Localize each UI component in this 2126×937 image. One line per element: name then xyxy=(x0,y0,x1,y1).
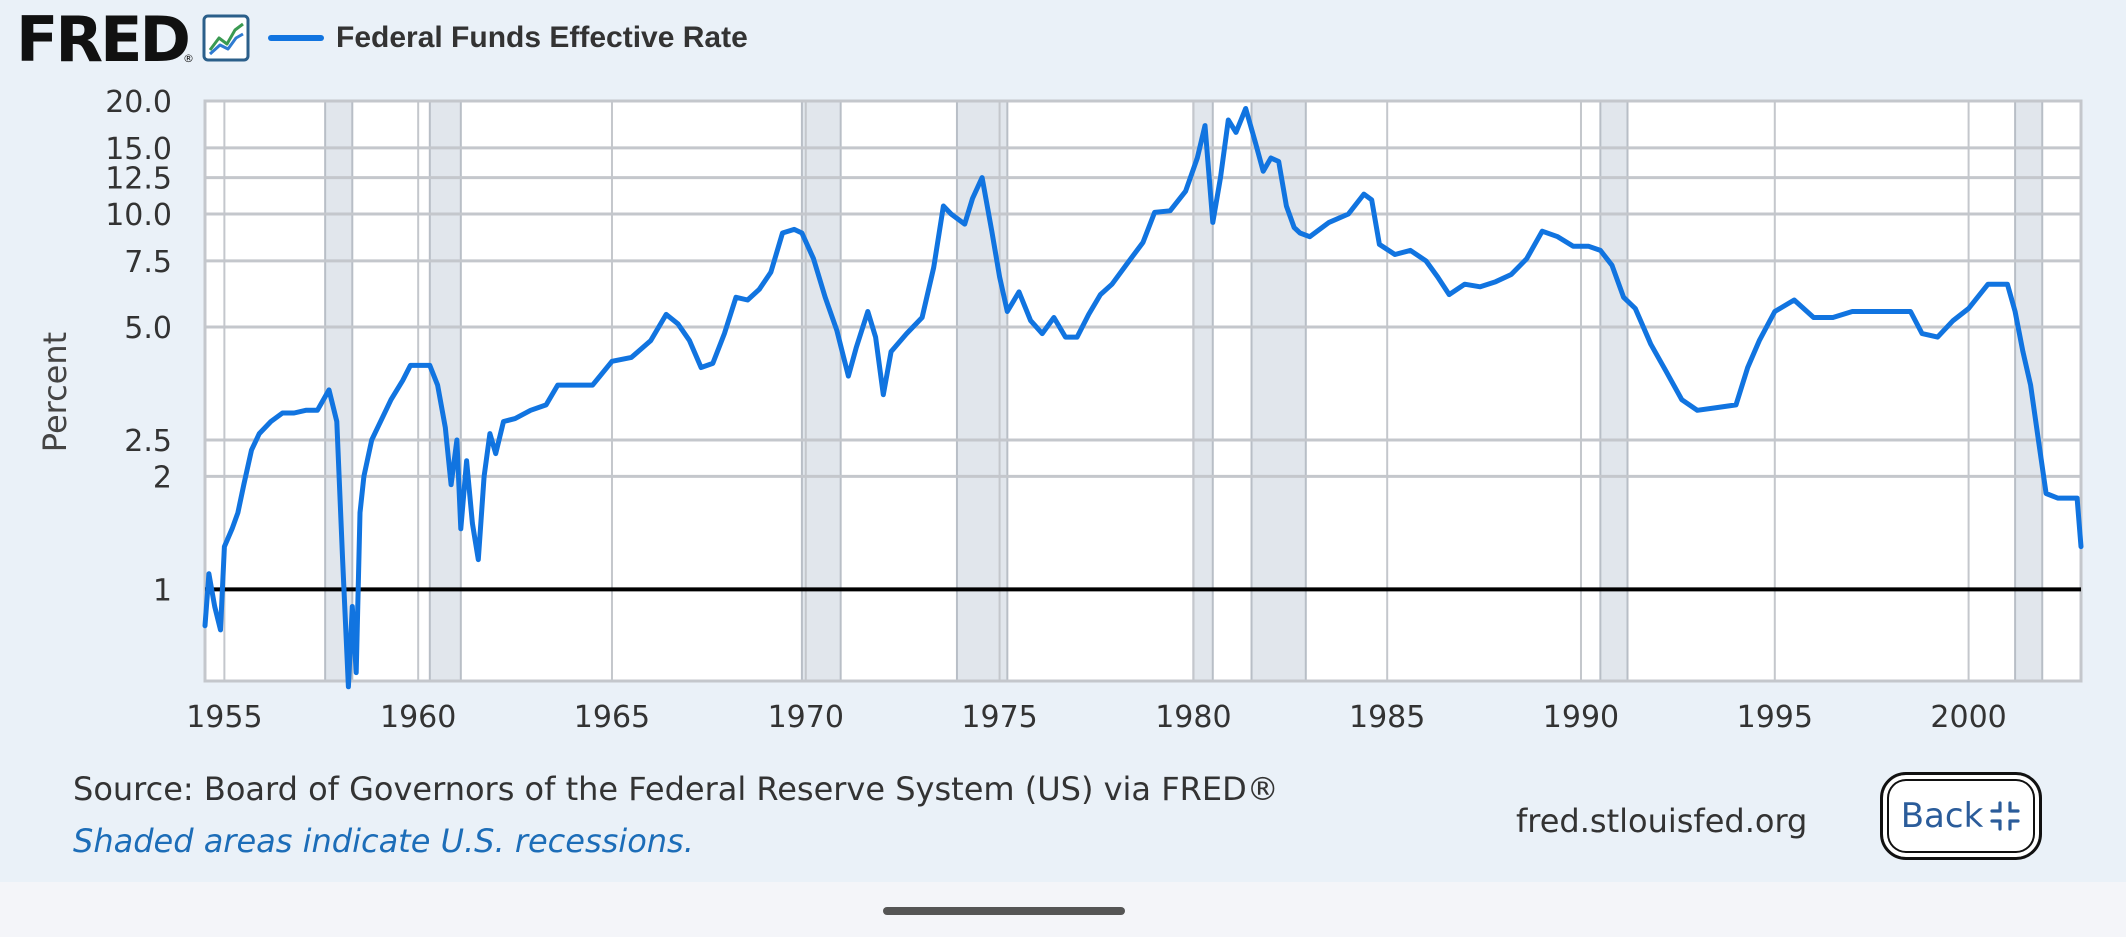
plot-border xyxy=(203,99,2083,683)
legend-swatch xyxy=(268,35,324,41)
x-tick-label: 1955 xyxy=(186,700,262,735)
recession-band xyxy=(801,101,841,681)
home-indicator[interactable] xyxy=(883,907,1125,915)
y-tick-label: 2.5 xyxy=(124,424,172,459)
source-text: Source: Board of Governors of the Federa… xyxy=(73,770,1279,808)
chart-panel: FRED ® Federal Funds Effective Rate 1 2 2.… xyxy=(0,0,2126,860)
recession-note: Shaded areas indicate U.S. recessions. xyxy=(73,822,694,860)
back-button-label: Back xyxy=(1900,796,1984,836)
y-tick-label: 10.0 xyxy=(105,198,172,233)
y-tick-label: 15.0 xyxy=(105,132,172,167)
recession-band xyxy=(1193,101,1213,681)
x-tick-label: 1980 xyxy=(1155,700,1231,735)
site-url[interactable]: fred.stlouisfed.org xyxy=(1516,802,1808,840)
recession-band xyxy=(429,101,461,681)
y-tick-label: 20.0 xyxy=(105,85,172,120)
back-button[interactable]: Back xyxy=(1880,772,2042,860)
bottom-bar xyxy=(0,882,2126,937)
x-tick-label: 1965 xyxy=(574,700,650,735)
series-line xyxy=(202,106,2084,690)
y-tick-label: 5.0 xyxy=(124,311,172,346)
x-tick-label: 2000 xyxy=(1930,700,2006,735)
recession-band xyxy=(2015,101,2043,681)
y-tick-label: 12.5 xyxy=(105,162,172,197)
x-tick-label: 1995 xyxy=(1737,700,1813,735)
fred-logo[interactable]: FRED xyxy=(16,3,191,76)
y-tick-label: 7.5 xyxy=(124,245,172,280)
chart-plot[interactable]: 1 22.5 5.0 7.5 10.012.515.0 20.0 1955 1960 1965 1… xyxy=(0,0,2126,760)
line-graph-icon[interactable] xyxy=(202,14,250,62)
legend-label: Federal Funds Effective Rate xyxy=(336,21,748,54)
x-tick-label: 1975 xyxy=(961,700,1037,735)
collapse-icon xyxy=(1990,801,2020,831)
y-tick-label: 1 xyxy=(153,573,172,608)
recession-band xyxy=(1600,101,1628,681)
x-tick-label: 1960 xyxy=(380,700,456,735)
y-axis-label: Percent xyxy=(36,331,74,453)
legend: Federal Funds Effective Rate xyxy=(268,16,748,60)
x-tick-label: 1990 xyxy=(1543,700,1619,735)
x-tick-label: 1970 xyxy=(768,700,844,735)
fred-logo-registered-mark: ® xyxy=(183,52,194,65)
y-tick-label: 2 xyxy=(153,460,172,495)
plot-area xyxy=(205,101,2081,681)
x-tick-label: 1985 xyxy=(1349,700,1425,735)
recession-band xyxy=(1251,101,1306,681)
